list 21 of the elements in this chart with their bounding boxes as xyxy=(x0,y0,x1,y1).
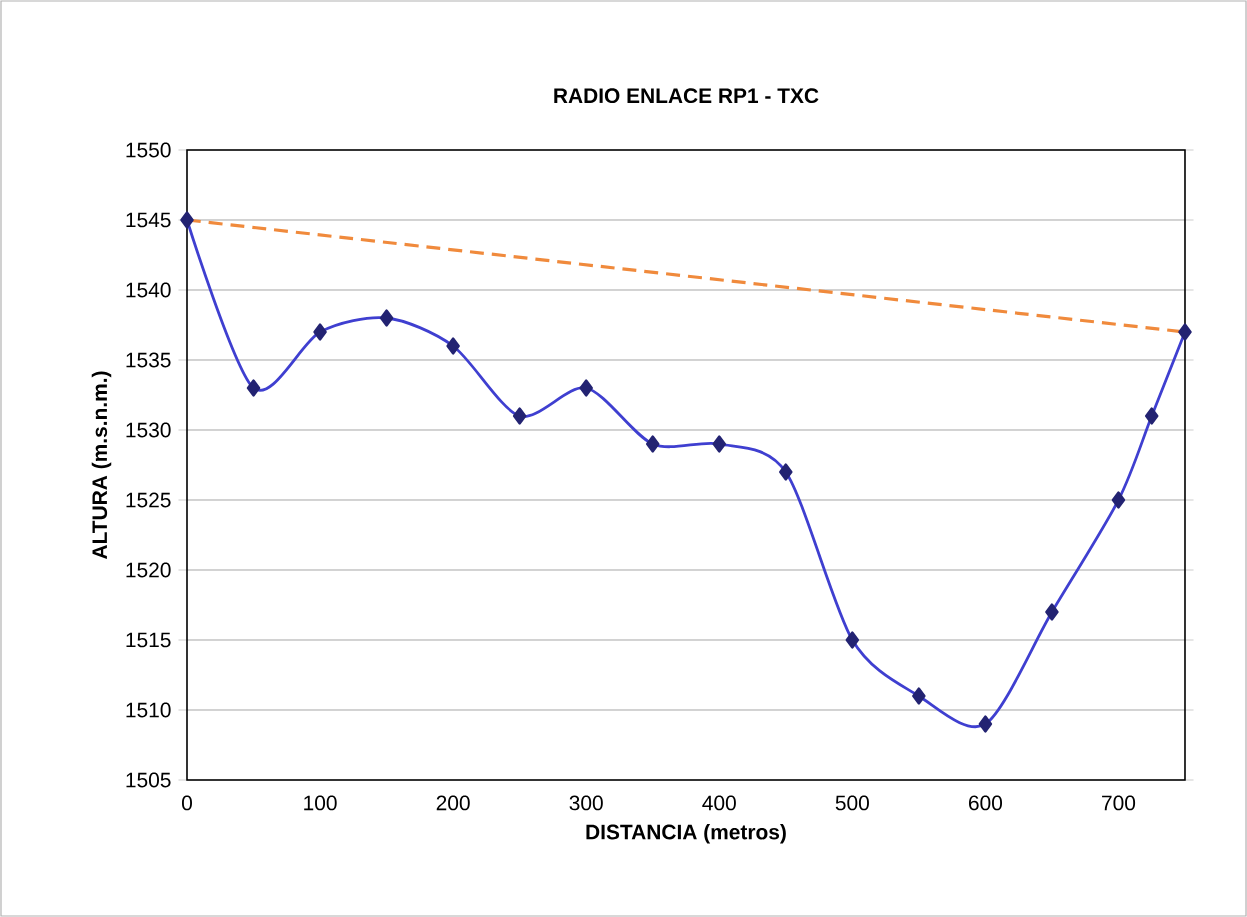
x-tick-label: 0 xyxy=(181,795,192,811)
chart-title: RADIO ENLACE RP1 - TXC xyxy=(554,88,819,104)
x-tick-label: 100 xyxy=(304,795,337,811)
x-tick-label: 700 xyxy=(1102,795,1136,811)
y-tick-label: 1510 xyxy=(126,702,171,718)
y-tick-label: 1540 xyxy=(126,282,171,298)
x-tick-label: 600 xyxy=(969,795,1003,811)
y-tick-label: 1530 xyxy=(126,422,171,438)
y-tick-label: 1505 xyxy=(126,772,171,788)
x-tick-label: 200 xyxy=(436,795,470,811)
y-tick-label: 1515 xyxy=(126,632,171,648)
y-tick-label: 1525 xyxy=(126,492,171,508)
y-tick-label: 1545 xyxy=(126,212,171,228)
y-axis-title: ALTURA (m.s.n.m.) xyxy=(91,371,112,559)
y-tick-label: 1550 xyxy=(126,142,171,158)
x-tick-label: 300 xyxy=(569,795,603,811)
x-axis-title: DISTANCIA (metros) xyxy=(586,824,786,844)
y-tick-label: 1520 xyxy=(126,562,171,578)
x-tick-label: 400 xyxy=(702,795,736,811)
y-tick-label: 1535 xyxy=(126,352,171,368)
x-tick-label: 500 xyxy=(835,795,869,811)
